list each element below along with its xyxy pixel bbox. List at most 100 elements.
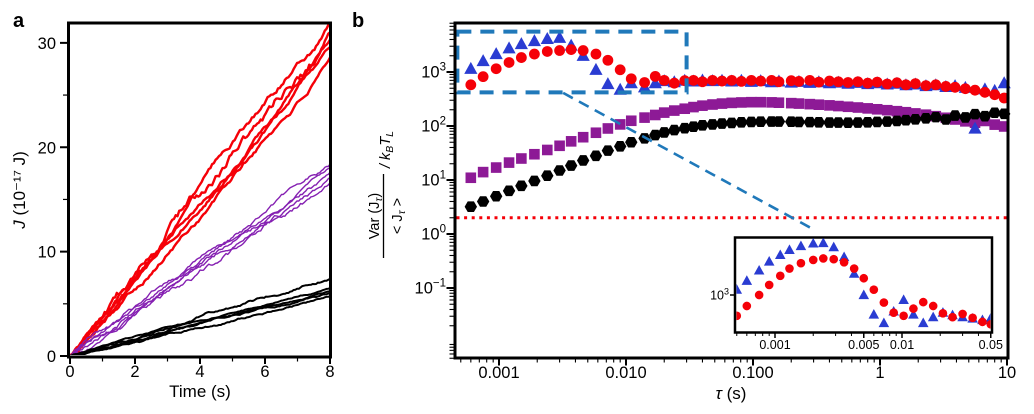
tick-exponent: 3 bbox=[440, 62, 446, 74]
circle-marker bbox=[716, 75, 728, 87]
circle-marker bbox=[775, 271, 785, 281]
y-tick-label: 102 bbox=[421, 116, 446, 136]
triangle-marker bbox=[968, 121, 982, 134]
tick-base: 10 bbox=[421, 226, 439, 244]
circle-marker bbox=[808, 255, 818, 265]
circle-marker bbox=[969, 84, 981, 96]
circle-marker bbox=[735, 75, 747, 87]
circle-marker bbox=[736, 311, 742, 321]
square-marker bbox=[900, 106, 912, 118]
circle-marker bbox=[668, 77, 680, 89]
panel-a-ticks: 0 2 4 6 8 0 10 20 30 bbox=[38, 35, 335, 381]
circle-marker bbox=[829, 254, 839, 264]
square-marker bbox=[773, 97, 785, 109]
circle-marker bbox=[978, 317, 987, 327]
y-tick-label: 10−1 bbox=[415, 278, 446, 298]
zoom-connector-line bbox=[562, 91, 814, 231]
circle-marker bbox=[852, 76, 864, 88]
square-marker bbox=[697, 100, 708, 111]
square-marker bbox=[516, 153, 527, 164]
square-marker bbox=[602, 123, 614, 134]
ylabel-kbt: / kBTL bbox=[378, 131, 396, 169]
circle-marker bbox=[900, 79, 912, 91]
circle-marker bbox=[839, 258, 849, 267]
hexagon-marker bbox=[502, 185, 516, 197]
square-marker bbox=[746, 96, 757, 108]
triangle-marker bbox=[917, 317, 929, 328]
circle-marker bbox=[909, 304, 918, 313]
circle-marker bbox=[804, 74, 816, 86]
square-marker bbox=[554, 140, 565, 152]
circle-marker bbox=[764, 280, 774, 290]
circle-marker bbox=[879, 298, 889, 307]
circle-marker bbox=[813, 76, 825, 88]
triangle-marker bbox=[848, 268, 860, 278]
circle-marker bbox=[940, 81, 952, 92]
hexagon-marker bbox=[706, 119, 719, 130]
circle-marker bbox=[891, 77, 903, 89]
tick-base: 10 bbox=[421, 118, 439, 136]
y-tick-label: 103 bbox=[421, 62, 446, 82]
circle-marker bbox=[948, 312, 957, 322]
square-marker bbox=[565, 136, 577, 147]
square-marker bbox=[881, 104, 893, 116]
red-trajectories-line bbox=[69, 24, 329, 355]
circle-marker bbox=[577, 45, 589, 56]
triangle-marker bbox=[736, 284, 743, 294]
ylabel-num-close: ) bbox=[367, 193, 383, 198]
hexagon-marker bbox=[772, 116, 786, 127]
square-marker bbox=[862, 103, 873, 114]
triangle-marker bbox=[828, 241, 840, 252]
hexagon-marker bbox=[515, 180, 528, 192]
circle-marker bbox=[869, 285, 879, 294]
hexagon-marker bbox=[541, 170, 554, 182]
circle-marker bbox=[785, 264, 794, 273]
circle-marker bbox=[503, 57, 515, 68]
circle-marker bbox=[602, 54, 614, 66]
hexagon-marker bbox=[861, 117, 874, 128]
hexagon-marker bbox=[725, 117, 738, 129]
hexagon-marker bbox=[735, 117, 748, 128]
square-marker bbox=[490, 162, 502, 173]
hexagon-marker bbox=[968, 108, 982, 120]
triangle-marker bbox=[464, 61, 478, 74]
purple-trajectories-line bbox=[70, 164, 329, 355]
square-marker bbox=[688, 101, 699, 113]
tick-exponent: 0 bbox=[440, 224, 446, 236]
square-marker bbox=[755, 96, 767, 108]
hexagon-marker bbox=[939, 114, 953, 125]
circle-marker bbox=[625, 73, 637, 85]
panel-b-series bbox=[464, 30, 1011, 213]
triangle-marker bbox=[527, 34, 542, 47]
hexagon-marker bbox=[745, 116, 758, 128]
hexagon-marker bbox=[948, 110, 962, 121]
square-marker bbox=[707, 99, 718, 110]
triangle-marker bbox=[763, 256, 775, 266]
circle-marker bbox=[688, 74, 699, 86]
square-marker bbox=[614, 119, 626, 130]
hexagon-marker bbox=[564, 160, 578, 171]
circle-marker bbox=[697, 76, 708, 88]
hexagon-marker bbox=[696, 120, 709, 131]
triangle-marker bbox=[502, 41, 516, 54]
hexagon-marker bbox=[476, 196, 490, 207]
hexagon-marker bbox=[489, 190, 503, 202]
purple-trajectories-line bbox=[71, 182, 329, 355]
hexagon-marker bbox=[464, 201, 478, 213]
square-marker bbox=[871, 103, 883, 115]
circle-marker bbox=[859, 273, 869, 283]
y-tick-label: 30 bbox=[38, 35, 56, 53]
y-tick-label: 0 bbox=[47, 348, 56, 366]
hexagon-marker bbox=[601, 145, 615, 156]
hexagon-marker bbox=[909, 114, 922, 125]
hexagon-marker bbox=[576, 155, 590, 166]
triangle-marker bbox=[927, 311, 939, 322]
circle-marker bbox=[968, 313, 977, 323]
circle-marker bbox=[796, 258, 806, 268]
square-marker bbox=[529, 148, 540, 160]
hexagon-marker bbox=[899, 114, 913, 126]
circle-marker bbox=[773, 76, 785, 88]
triangle-marker bbox=[601, 77, 615, 90]
